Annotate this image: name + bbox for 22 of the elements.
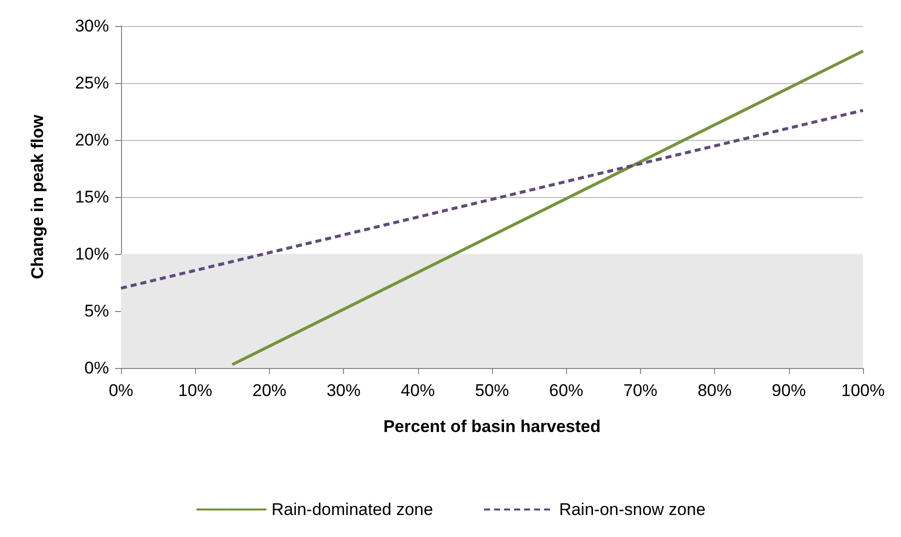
x-tick-label: 100% <box>841 381 885 400</box>
y-tick-label: 15% <box>74 188 109 206</box>
x-tick-label: 20% <box>252 381 286 400</box>
y-tick-label: 10% <box>74 244 109 264</box>
y-tick-label: 5% <box>84 302 109 320</box>
x-tick-label: 50% <box>474 381 510 400</box>
x-tick-label: 90% <box>772 381 806 400</box>
x-axis-title: Percent of basin harvested <box>383 417 601 436</box>
x-tick-label: 80% <box>698 381 732 400</box>
legend-label: Rain-on-snow zone <box>559 500 706 519</box>
x-tick-label: 60% <box>549 381 584 400</box>
y-axis-title: Change in peak flow <box>28 114 47 280</box>
x-tick-label: 70% <box>623 381 658 400</box>
x-tick-label: 30% <box>326 381 361 400</box>
y-tick-label: 25% <box>74 74 109 92</box>
x-tick-label: 40% <box>400 381 435 400</box>
y-tick-label: 30% <box>74 16 109 36</box>
y-tick-label: 0% <box>84 358 109 378</box>
legend-label: Rain-dominated zone <box>271 500 434 519</box>
y-tick-label: 20% <box>74 130 109 150</box>
x-tick-label: 0% <box>108 381 134 400</box>
x-tick-label: 10% <box>178 381 212 400</box>
